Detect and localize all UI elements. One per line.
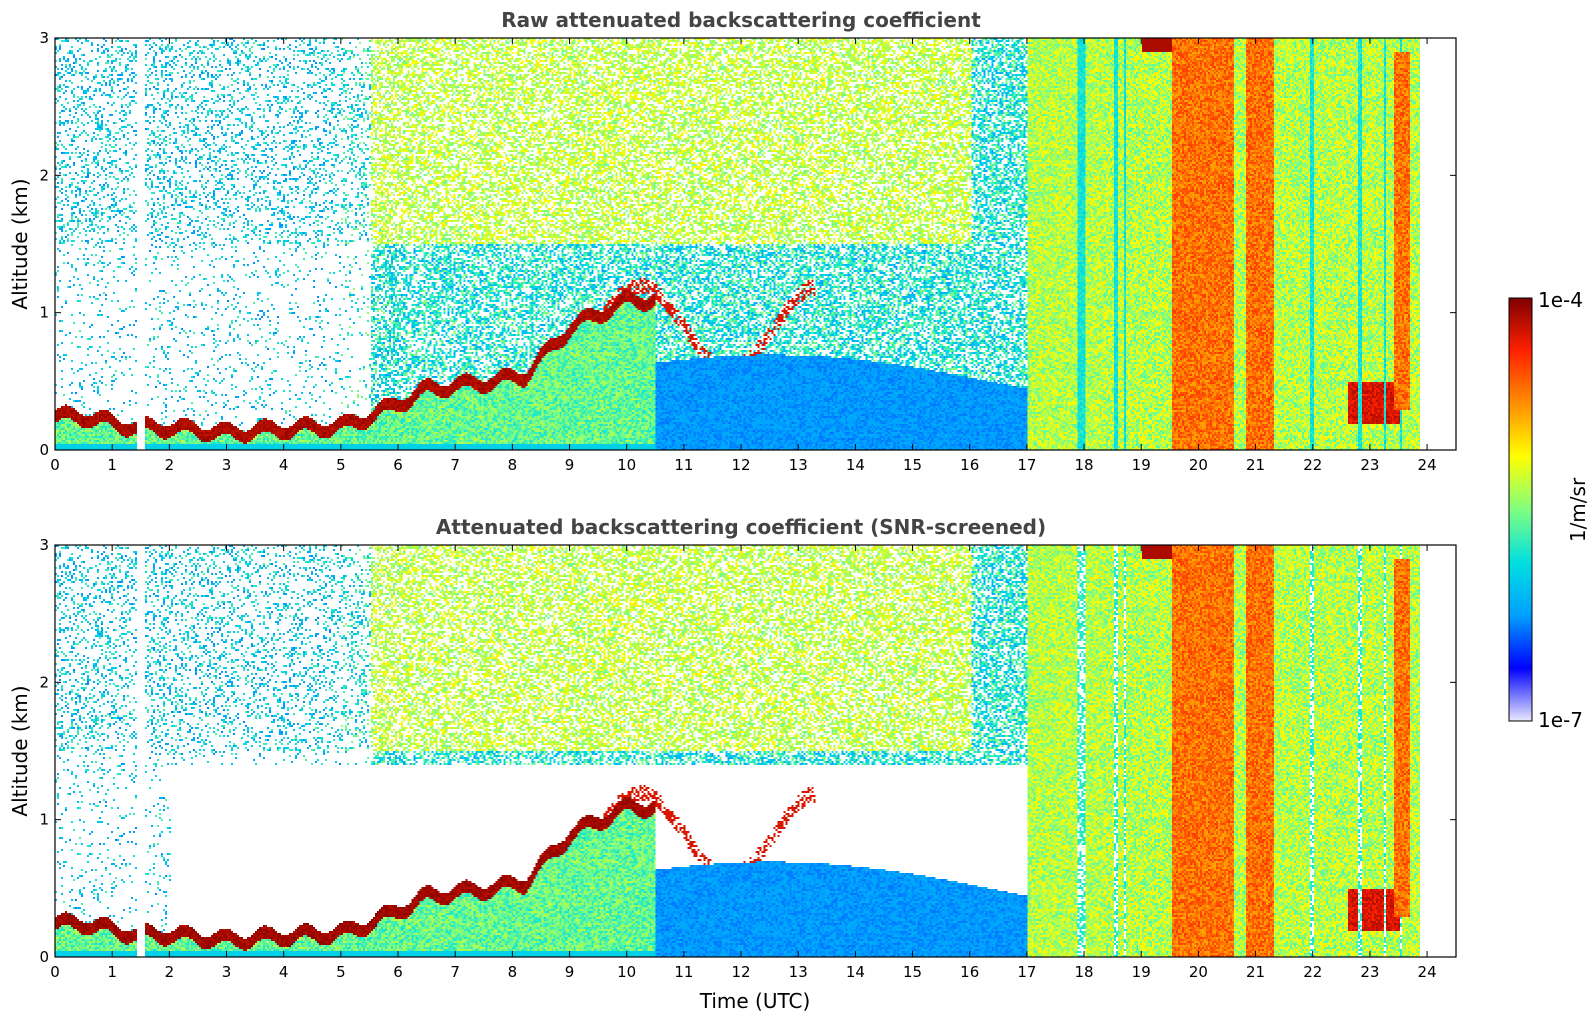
x-tick-label: 13 [789,456,808,474]
colorbar-min-label: 1e-7 [1538,708,1583,732]
colorbar-unit-label: 1/m/sr [1566,477,1590,542]
x-tick-label: 22 [1303,963,1322,981]
x-tick-label: 1 [107,963,117,981]
y-tick-label: 2 [39,673,49,691]
x-tick-label: 20 [1189,963,1208,981]
x-tick-label: 14 [846,456,865,474]
y-axis: 0 1 2 3 [39,536,1456,966]
x-tick-label: 15 [903,963,922,981]
x-tick-label: 1 [107,456,117,474]
x-tick-label: 5 [336,456,346,474]
x-tick-label: 4 [279,963,289,981]
x-tick-label: 14 [846,963,865,981]
x-tick-label: 16 [960,963,979,981]
x-tick-label: 8 [508,456,518,474]
x-tick-label: 0 [50,456,60,474]
y-tick-label: 3 [39,536,49,554]
x-tick-label: 19 [1132,456,1151,474]
colorbar-max-label: 1e-4 [1538,288,1583,312]
x-tick-label: 7 [450,963,460,981]
snr-screened-panel: Attenuated backscattering coefficient (S… [8,515,1457,1013]
heatmap-image [55,38,1456,450]
x-tick-label: 3 [222,963,232,981]
x-tick-label: 6 [393,963,403,981]
x-tick-label: 23 [1360,963,1379,981]
x-tick-label: 11 [674,963,693,981]
y-tick-label: 0 [39,948,49,966]
plot-frame [54,544,1457,958]
x-tick-label: 17 [1017,456,1036,474]
x-tick-label: 9 [565,456,575,474]
x-tick-label: 7 [450,456,460,474]
panel-title: Raw attenuated backscattering coefficien… [501,8,981,32]
x-tick-label: 10 [617,963,636,981]
x-axis: 0 1 2 3 4 5 6 7 8 9 10 11 12 13 14 15 16 17 18 19 20 21 22 23 24 [50,38,1437,474]
x-tick-label: 17 [1017,963,1036,981]
x-tick-label: 12 [731,456,750,474]
x-tick-label: 2 [165,963,175,981]
colorbar: 1e-4 1e-7 1/m/sr [1508,288,1590,732]
y-axis-label: Altitude (km) [8,178,32,309]
x-tick-label: 5 [336,963,346,981]
x-tick-label: 22 [1303,456,1322,474]
y-tick-label: 1 [39,811,49,829]
x-tick-label: 11 [674,456,693,474]
x-tick-label: 10 [617,456,636,474]
x-tick-label: 6 [393,456,403,474]
x-tick-label: 3 [222,456,232,474]
x-tick-label: 8 [508,963,518,981]
y-tick-label: 2 [39,166,49,184]
x-axis: 0 1 2 3 4 5 6 7 8 9 10 11 12 13 14 15 16 17 18 19 20 21 22 23 24 [50,545,1437,981]
x-tick-label: 4 [279,456,289,474]
x-tick-label: 20 [1189,456,1208,474]
x-tick-label: 13 [789,963,808,981]
y-tick-label: 3 [39,29,49,47]
x-tick-label: 15 [903,456,922,474]
x-tick-label: 18 [1075,963,1094,981]
x-tick-label: 18 [1075,456,1094,474]
x-tick-label: 19 [1132,963,1151,981]
x-tick-label: 2 [165,456,175,474]
x-tick-label: 21 [1246,963,1265,981]
y-axis: 0 1 2 3 [39,29,1456,459]
plot-frame [54,37,1457,451]
x-tick-label: 12 [731,963,750,981]
x-tick-label: 16 [960,456,979,474]
y-axis-label: Altitude (km) [8,685,32,816]
raw-backscatter-panel: Raw attenuated backscattering coefficien… [8,8,1457,474]
x-axis-label: Time (UTC) [699,989,811,1013]
y-tick-label: 1 [39,304,49,322]
heatmap-image [55,545,1456,957]
x-tick-label: 24 [1418,963,1437,981]
x-tick-label: 0 [50,963,60,981]
x-tick-label: 9 [565,963,575,981]
colorbar-gradient [1508,297,1533,722]
y-tick-label: 0 [39,441,49,459]
x-tick-label: 24 [1418,456,1437,474]
x-tick-label: 21 [1246,456,1265,474]
x-tick-label: 23 [1360,456,1379,474]
panel-title: Attenuated backscattering coefficient (S… [436,515,1046,539]
